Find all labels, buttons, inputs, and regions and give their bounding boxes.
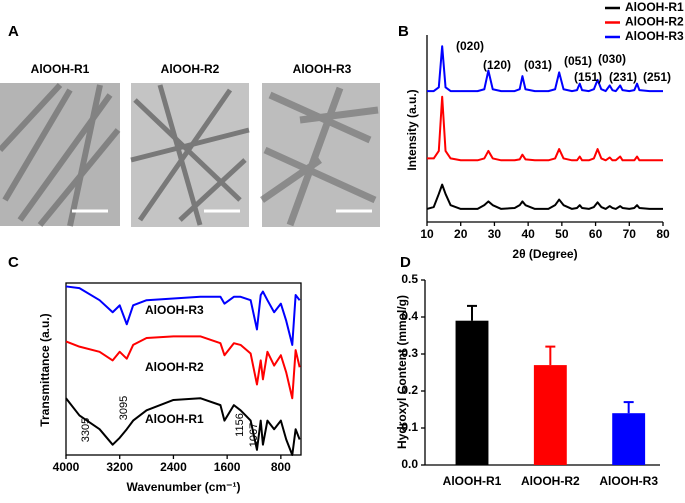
y-axis-label: Hydroxyl Content (mmol/g): [395, 295, 409, 449]
x-tick-label: 20: [454, 227, 468, 241]
peak-annotation: (151): [574, 70, 602, 84]
x-tick-label: AlOOH-R3: [599, 474, 658, 488]
x-tick-label: 1600: [214, 460, 241, 474]
y-axis-label: Intensity (a.u.): [405, 89, 419, 170]
y-tick-label: 0.3: [401, 346, 418, 360]
bar: [612, 413, 646, 465]
peak-annotation: (020): [456, 39, 484, 53]
x-tick-label: 40: [521, 227, 535, 241]
legend-label: AlOOH-R2: [625, 15, 684, 29]
micrograph: [0, 82, 121, 227]
panel-label: A: [8, 23, 19, 40]
series-label: AlOOH-R1: [145, 412, 204, 426]
y-tick-label: 0.1: [401, 420, 418, 434]
x-tick-label: 60: [589, 227, 603, 241]
peak-annotation: 1067: [248, 423, 260, 447]
panel-label: D: [400, 254, 411, 271]
x-tick-label: 800: [271, 460, 291, 474]
x-tick-label: 10: [420, 227, 434, 241]
micrograph: [130, 83, 250, 227]
x-tick-label: 30: [488, 227, 502, 241]
x-tick-label: 4000: [53, 460, 80, 474]
spectrum-line: [426, 183, 663, 210]
spectrum-line: [65, 397, 301, 456]
bar: [533, 365, 567, 465]
micrograph: [260, 83, 380, 227]
x-axis-label: Wavenumber (cm⁻¹): [127, 480, 241, 494]
y-axis-label: Transmittance (a.u.): [38, 313, 52, 426]
image-title: AlOOH-R3: [293, 62, 352, 76]
x-tick-label: 2400: [160, 460, 187, 474]
panel-label: C: [8, 254, 19, 271]
image-title: AlOOH-R2: [161, 62, 220, 76]
x-tick-label: 3200: [106, 460, 133, 474]
bar: [455, 320, 489, 465]
peak-annotation: (051): [564, 54, 592, 68]
peak-annotation: (031): [524, 58, 552, 72]
x-tick-label: 80: [656, 227, 670, 241]
peak-annotation: 3305: [80, 418, 92, 442]
y-tick-label: 0.5: [401, 272, 418, 286]
spectrum-line: [427, 95, 663, 162]
x-tick-label: 50: [555, 227, 569, 241]
panel-label: B: [398, 23, 409, 40]
peak-annotation: (251): [643, 70, 671, 84]
spectrum-line: [427, 45, 663, 93]
spectrum-line: [65, 285, 301, 346]
peak-annotation: 3095: [118, 396, 130, 420]
peak-annotation: (030): [598, 52, 626, 66]
y-tick-label: 0.4: [401, 309, 418, 323]
y-tick-label: 0.2: [401, 383, 418, 397]
peak-annotation: 1156: [234, 413, 246, 437]
legend-label: AlOOH-R1: [625, 0, 684, 14]
peak-annotation: (120): [483, 58, 511, 72]
series-label: AlOOH-R3: [145, 303, 204, 317]
series-label: AlOOH-R2: [145, 360, 204, 374]
x-tick-label: AlOOH-R1: [443, 474, 502, 488]
peak-annotation: (231): [609, 70, 637, 84]
x-tick-label: 70: [623, 227, 637, 241]
spectrum-line: [65, 335, 301, 400]
x-axis-label: 2θ (Degree): [512, 247, 577, 261]
image-title: AlOOH-R1: [31, 62, 90, 76]
legend-label: AlOOH-R3: [625, 29, 684, 43]
x-tick-label: AlOOH-R2: [521, 474, 580, 488]
y-tick-label: 0.0: [401, 457, 418, 471]
plot-frame: [65, 282, 302, 456]
